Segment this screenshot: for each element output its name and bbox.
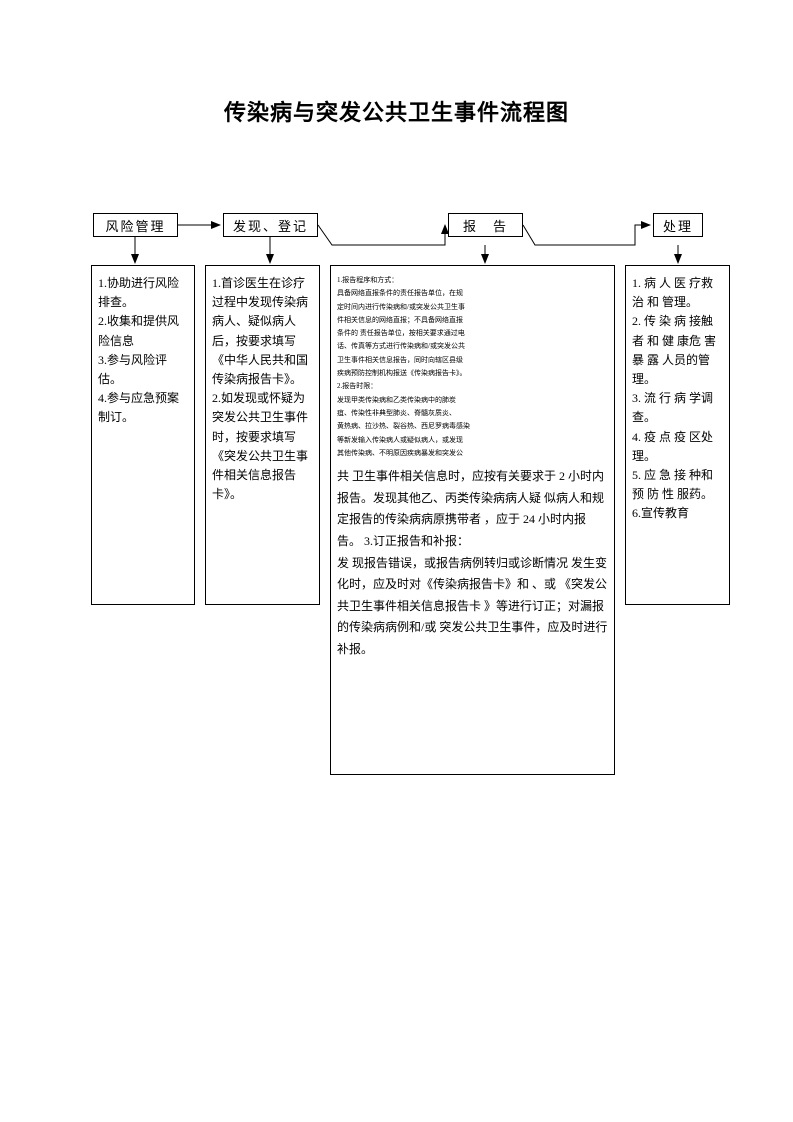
header-discovery-registration: 发现、登记 — [223, 213, 318, 237]
text-col4: 1. 病 人 医 疗救 治 和 管理。 2. 传 染 病 接触 者 和 健 康危… — [632, 276, 719, 520]
header-report: 报 告 — [448, 213, 523, 237]
body-report: 1.报告程序和方式： 具备网络直报条件的责任报告单位，在规 定时间内进行传染病和… — [330, 265, 615, 775]
text-col2: 1.首诊医生在诊疗过程中发现传染病病人、疑似病人后，按要求填写《中华人民共和国传… — [212, 276, 308, 501]
header-handling: 处理 — [653, 213, 703, 237]
text-col1: 1.协助进行风险排查。 2.收集和提供风险信息 3.参与风险评估。 4.参与应急… — [98, 276, 179, 424]
header-risk-management: 风险管理 — [93, 213, 178, 237]
body-discovery-registration: 1.首诊医生在诊疗过程中发现传染病病人、疑似病人后，按要求填写《中华人民共和国传… — [205, 265, 320, 605]
body-handling: 1. 病 人 医 疗救 治 和 管理。 2. 传 染 病 接触 者 和 健 康危… — [625, 265, 730, 605]
body-risk-management: 1.协助进行风险排查。 2.收集和提供风险信息 3.参与风险评估。 4.参与应急… — [91, 265, 195, 605]
page-title: 传染病与突发公共卫生事件流程图 — [0, 95, 793, 127]
text-col3-big: 共 卫生事件相关信息时，应按有关要求于 2 小时内报告。发现其他乙、丙类传染病病… — [337, 466, 608, 660]
text-col3-small: 1.报告程序和方式： 具备网络直报条件的责任报告单位，在规 定时间内进行传染病和… — [337, 274, 608, 460]
